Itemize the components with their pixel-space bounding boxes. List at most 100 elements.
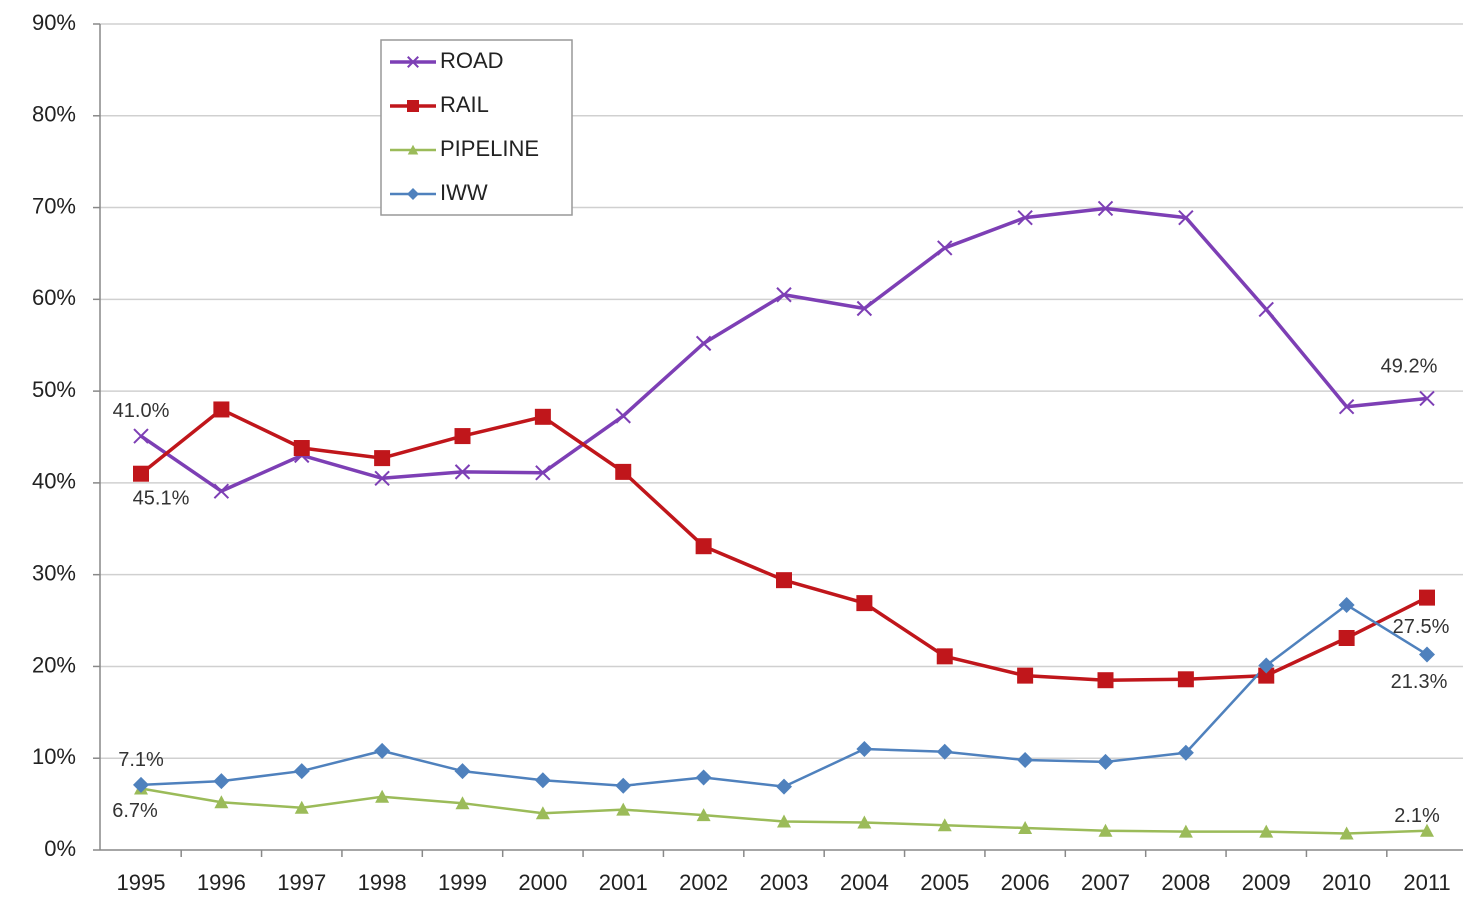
x-tick-label: 2008 [1161, 870, 1210, 895]
x-tick-label: 2006 [1001, 870, 1050, 895]
marker [1419, 390, 1435, 407]
series-line [140, 206, 1428, 493]
marker [133, 428, 149, 444]
x-tick-label: 2007 [1081, 870, 1130, 895]
marker [1420, 823, 1434, 837]
value-label: 7.1% [118, 749, 164, 771]
y-tick-label: 60% [32, 285, 76, 310]
x-tick-label: 2009 [1242, 870, 1291, 895]
series-line [139, 407, 1428, 682]
legend-label: ROAD [440, 48, 504, 73]
value-label: 41.0% [113, 400, 170, 422]
marker [455, 796, 470, 810]
marker [1338, 596, 1355, 613]
marker [213, 773, 230, 790]
marker [695, 538, 712, 555]
x-tick-label: 2001 [599, 870, 648, 895]
y-tick-label: 20% [32, 652, 76, 677]
marker [936, 648, 953, 665]
marker [616, 802, 631, 816]
y-tick-label: 10% [32, 744, 76, 769]
marker [1178, 209, 1194, 226]
x-tick-label: 2003 [760, 870, 809, 895]
marker [1018, 820, 1033, 834]
marker [294, 800, 309, 814]
marker [1339, 826, 1354, 840]
marker [1258, 301, 1274, 318]
y-tick-label: 0% [44, 836, 76, 861]
marker [937, 818, 952, 832]
legend: ROAD RAIL PIPELINE IWW [380, 39, 573, 216]
legend-label: RAIL [440, 92, 489, 117]
x-tick-label: 1996 [197, 870, 246, 895]
legend-label: IWW [440, 180, 488, 205]
marker [1017, 209, 1033, 226]
marker [776, 572, 792, 589]
marker [1419, 646, 1435, 663]
marker [1177, 671, 1194, 688]
value-label: 45.1% [133, 487, 190, 509]
marker [534, 408, 551, 425]
value-label: 6.7% [112, 800, 158, 822]
marker [1177, 744, 1194, 761]
marker [293, 440, 310, 457]
marker [695, 335, 712, 352]
marker [1258, 657, 1275, 674]
marker [454, 428, 471, 445]
marker [407, 100, 419, 112]
value-label: 21.3% [1391, 671, 1448, 693]
marker [1097, 672, 1114, 689]
legend-box [380, 39, 573, 216]
marker [293, 763, 310, 780]
value-label: 27.5% [1393, 616, 1450, 638]
marker [535, 806, 550, 820]
y-tick-label: 50% [32, 377, 76, 402]
marker [534, 772, 551, 789]
marker [695, 769, 712, 786]
marker [776, 287, 792, 303]
marker [1338, 399, 1355, 415]
marker [407, 188, 419, 200]
marker [454, 464, 471, 480]
marker [857, 815, 872, 829]
marker [133, 465, 149, 482]
marker [1338, 629, 1355, 646]
x-tick-label: 2011 [1403, 870, 1450, 895]
marker [1178, 824, 1193, 838]
x-tick-label: 2005 [920, 870, 969, 895]
marker [856, 595, 873, 612]
x-tick-label: 1999 [438, 870, 487, 895]
marker [535, 465, 551, 481]
x-tick-label: 2002 [679, 870, 728, 895]
marker [407, 144, 419, 155]
value-label: 49.2% [1381, 356, 1438, 378]
legend-label: PIPELINE [440, 136, 539, 161]
marker [213, 483, 230, 499]
marker [374, 450, 391, 467]
marker [1017, 752, 1034, 769]
marker [1419, 589, 1435, 606]
marker [776, 778, 792, 795]
y-tick-label: 80% [32, 102, 76, 127]
marker [1097, 753, 1114, 770]
marker [856, 300, 873, 317]
marker [374, 470, 390, 487]
marker [615, 777, 632, 794]
value-label: 2.1% [1394, 805, 1440, 827]
marker [1017, 667, 1034, 684]
marker [856, 741, 873, 758]
marker [374, 742, 391, 759]
series-line [140, 603, 1428, 788]
y-tick-label: 90% [32, 10, 76, 35]
x-tick-label: 2004 [840, 870, 889, 895]
marker [213, 401, 230, 418]
x-tick-label: 2000 [518, 870, 567, 895]
x-tick-label: 1995 [117, 870, 166, 895]
x-tick-label: 1997 [277, 870, 326, 895]
marker [133, 776, 149, 793]
marker [1258, 667, 1275, 684]
marker [214, 795, 229, 809]
y-tick-label: 30% [32, 560, 76, 585]
marker [696, 808, 711, 822]
